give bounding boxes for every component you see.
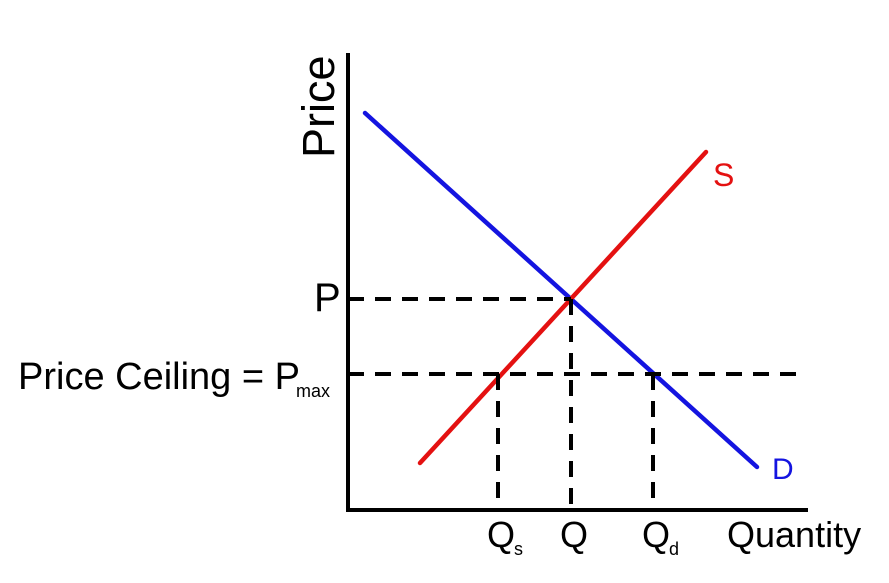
svg-text:D: D [772,453,794,486]
svg-text:Quantity: Quantity [727,514,861,555]
svg-text:Q: Q [642,514,670,555]
svg-text:Price: Price [293,55,344,158]
svg-text:max: max [296,381,330,401]
svg-text:Price Ceiling = P: Price Ceiling = P [18,356,300,398]
svg-text:d: d [669,539,679,559]
svg-text:s: s [514,539,523,559]
svg-text:Q: Q [560,514,588,555]
svg-text:S: S [713,157,734,193]
svg-text:P: P [314,276,341,320]
svg-text:Q: Q [487,514,515,555]
